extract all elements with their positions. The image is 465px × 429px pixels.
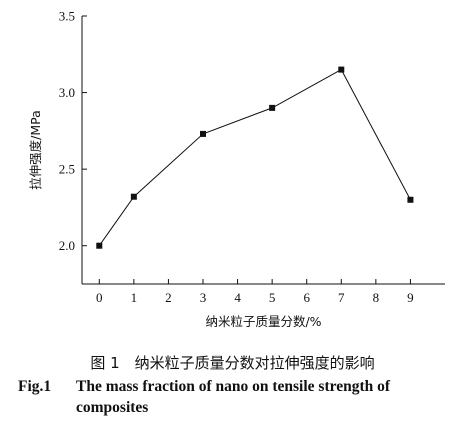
x-tick-label: 8 [373,290,380,305]
y-tick-label: 2.0 [59,238,75,253]
x-axis-label: 纳米粒子质量分数/% [205,314,321,329]
figure-caption-line-1: The mass fraction of nano on tensile str… [76,378,391,395]
figure-caption-line-2: composites [76,399,149,416]
data-point [96,242,103,249]
chart: 0 1 2 3 4 5 6 7 8 9 2.0 2.5 3.0 3.5 纳米粒子质量分数/% 拉伸强度/M… [28,9,445,329]
figure-caption-label: Fig.1 [18,378,52,395]
figure-caption-english: Fig.1 The mass fraction of nano on tensil… [18,376,458,418]
data-point [269,104,276,111]
x-tick-label: 7 [338,290,345,305]
data-point [130,193,137,200]
series-line [98,68,411,247]
data-point [338,66,345,73]
x-tick-label: 2 [165,290,172,305]
x-tick-label: 9 [407,290,414,305]
y-tick-label: 3.0 [59,85,75,100]
x-tick-label: 3 [200,290,207,305]
x-tick-label: 5 [269,290,276,305]
y-tick-label: 3.5 [59,9,75,24]
x-tick-label: 0 [96,290,103,305]
figure-caption-chinese: 图 1 纳米粒子质量分数对拉伸强度的影响 [90,354,375,372]
data-point [407,196,414,203]
x-tick-label: 6 [303,290,310,305]
x-tick-label: 1 [131,290,138,305]
y-tick-label: 2.5 [59,162,75,177]
x-tick-label: 4 [234,290,241,305]
chart-axes [81,16,445,285]
data-point [200,130,206,137]
y-axis-label: 拉伸强度/MPa [28,110,43,190]
chart-ticks: 0 1 2 3 4 5 6 7 8 9 2.0 2.5 3.0 3.5 [59,9,414,306]
chart-series [96,66,414,249]
